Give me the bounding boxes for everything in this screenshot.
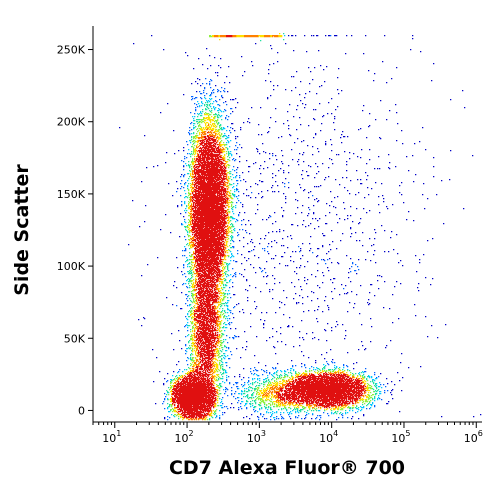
scatter-dots	[119, 33, 482, 421]
x-tick-label: 105	[391, 429, 410, 445]
x-tick-label: 103	[247, 429, 266, 445]
axes	[88, 26, 482, 428]
y-tick-label: 50K	[64, 332, 86, 345]
x-tick-label: 101	[102, 429, 121, 445]
x-tick-label: 104	[319, 429, 338, 445]
density-level-5-points	[170, 33, 371, 421]
x-axis-title: CD7 Alexa Fluor® 700	[169, 457, 405, 479]
y-tick-label: 100K	[57, 260, 86, 273]
x-tick-label: 106	[464, 429, 483, 445]
y-tick-label: 250K	[57, 44, 86, 57]
y-tick-label: 0	[78, 404, 85, 417]
y-tick-label: 200K	[57, 116, 86, 129]
x-tick-label: 102	[175, 429, 194, 445]
tick-labels: 0 50K 100K 150K 200K 250K 101 102 103 104 105 106	[57, 44, 483, 445]
y-tick-label: 150K	[57, 188, 86, 201]
y-axis-title: Side Scatter	[11, 164, 33, 296]
density-level-7-points	[172, 35, 367, 419]
density-level-0-points	[119, 35, 482, 421]
